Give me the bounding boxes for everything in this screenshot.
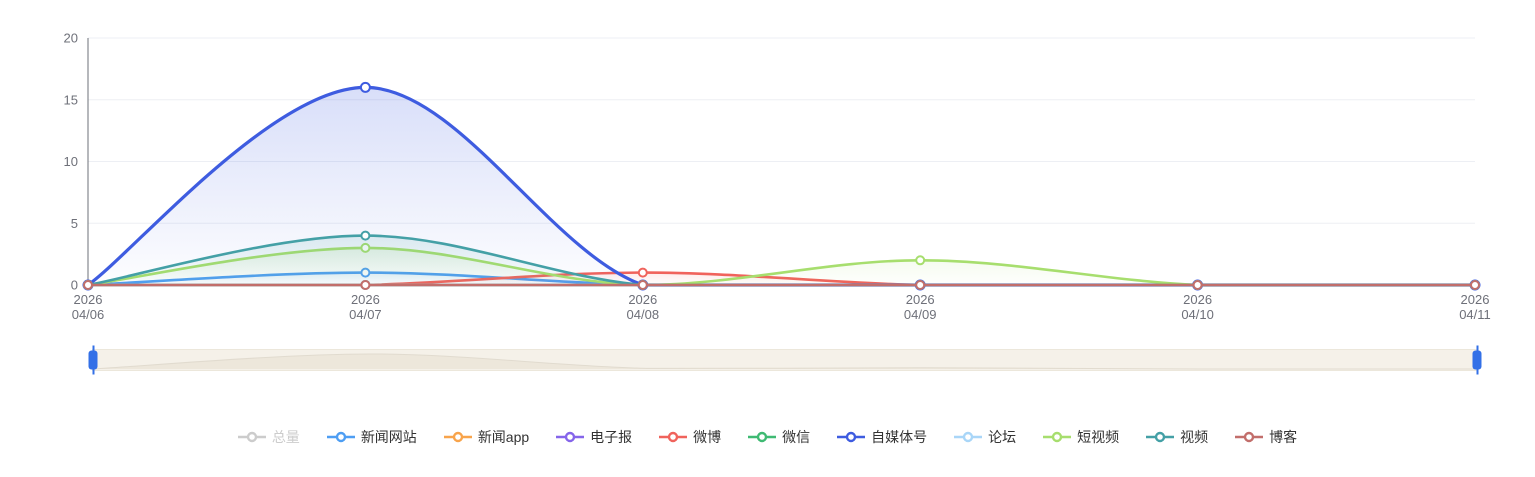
datazoom-left-handle[interactable] (88, 350, 98, 370)
legend-item-6[interactable]: 自媒体号 (837, 427, 927, 447)
legend-line-icon (443, 431, 472, 443)
legend-item-7[interactable]: 论坛 (954, 427, 1016, 447)
legend-line-icon (1146, 431, 1175, 443)
series-marker-10 (1470, 280, 1480, 290)
legend-item-5[interactable]: 微信 (748, 427, 810, 447)
x-tick-label: 2026 04/06 (72, 292, 105, 322)
legend-line-icon (659, 431, 688, 443)
legend: 总量 新闻网站 新闻app 电子报 微博 微信 自媒体号 论坛 短视频 视频 博客 (0, 427, 1535, 447)
datazoom-shadow (93, 353, 1477, 370)
series-area-9 (88, 235, 1475, 285)
y-tick-label: 10 (64, 154, 78, 169)
y-tick-label: 0 (71, 278, 78, 293)
legend-line-icon (954, 431, 983, 443)
x-tick-label: 2026 04/08 (627, 292, 660, 322)
legend-item-10[interactable]: 博客 (1235, 427, 1297, 447)
legend-item-3[interactable]: 电子报 (556, 427, 632, 447)
series-marker-10 (83, 280, 93, 290)
legend-label: 论坛 (988, 429, 1017, 445)
legend-line-icon (237, 431, 266, 443)
legend-label: 自媒体号 (871, 429, 928, 445)
legend-line-icon (837, 431, 866, 443)
x-tick-label: 2026 04/11 (1459, 292, 1491, 322)
legend-label: 总量 (271, 429, 300, 445)
series-marker-10 (915, 280, 926, 290)
y-tick-label: 5 (71, 216, 78, 231)
x-tick-label: 2026 04/09 (904, 292, 937, 322)
legend-item-9[interactable]: 视频 (1146, 427, 1208, 447)
legend-label: 微信 (782, 429, 811, 445)
chart-canvas: 0 5 10 15 20 2026 04/06 2026 04/07 2026 04/08 2026 0… (64, 31, 1491, 323)
series-marker-8 (915, 255, 926, 266)
legend-line-icon (748, 431, 777, 443)
legend-item-0[interactable]: 总量 (237, 427, 300, 447)
legend-item-8[interactable]: 短视频 (1043, 427, 1119, 447)
series-marker-6 (359, 81, 371, 93)
legend-label: 短视频 (1077, 429, 1120, 445)
legend-line-icon (556, 431, 585, 443)
datazoom-shadow-line (93, 353, 1477, 370)
x-tick-label: 2026 04/10 (1181, 292, 1214, 322)
datazoom-right-handle[interactable] (1472, 350, 1482, 370)
legend-label: 新闻网站 (360, 429, 417, 445)
y-tick-label: 15 (64, 92, 78, 107)
series-marker-10 (637, 280, 648, 290)
series-marker-10 (360, 280, 371, 290)
legend-item-4[interactable]: 微博 (659, 427, 721, 447)
legend-label: 电子报 (590, 429, 633, 445)
datazoom-slider[interactable] (88, 349, 1482, 371)
series-area-6 (88, 87, 1475, 286)
y-tick-label: 20 (64, 31, 78, 46)
legend-label: 视频 (1180, 429, 1209, 445)
series-marker-9 (360, 230, 371, 241)
legend-label: 新闻app (477, 429, 530, 445)
series-marker-4 (637, 267, 648, 278)
legend-label: 博客 (1269, 429, 1298, 445)
legend-line-icon (1235, 431, 1264, 443)
series-marker-10 (1192, 280, 1203, 290)
legend-line-icon (326, 431, 355, 443)
x-tick-label: 2026 04/07 (349, 292, 382, 322)
legend-item-2[interactable]: 新闻app (443, 427, 530, 447)
legend-label: 微博 (693, 429, 722, 445)
legend-line-icon (1043, 431, 1072, 443)
datazoom-shadow-area (93, 353, 1477, 369)
legend-item-1[interactable]: 新闻网站 (326, 427, 417, 447)
